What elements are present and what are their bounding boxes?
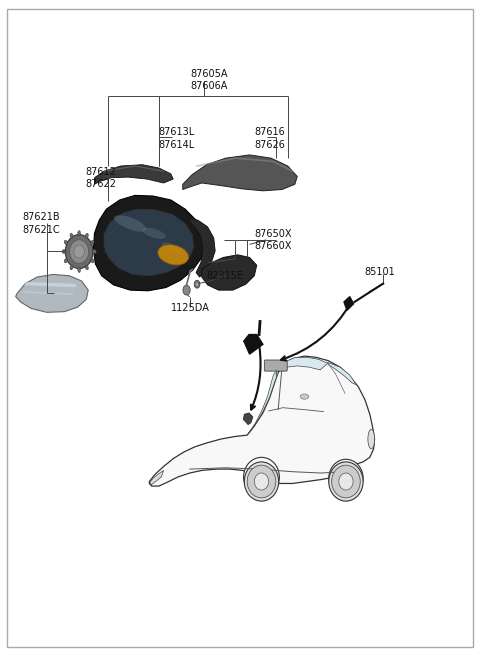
Ellipse shape [114,215,146,232]
Polygon shape [95,165,173,184]
Polygon shape [150,470,164,485]
Polygon shape [244,335,263,354]
Polygon shape [344,297,354,310]
Ellipse shape [64,258,68,263]
Text: 87621B
87621C: 87621B 87621C [23,213,60,235]
Ellipse shape [196,282,199,286]
Ellipse shape [62,250,66,253]
Ellipse shape [78,267,81,272]
Ellipse shape [91,258,94,263]
Polygon shape [94,195,204,291]
Polygon shape [104,209,194,276]
Polygon shape [16,274,88,312]
Ellipse shape [74,245,84,258]
Ellipse shape [194,280,200,288]
Ellipse shape [162,242,180,255]
Ellipse shape [85,265,88,270]
Polygon shape [248,366,282,434]
Ellipse shape [183,285,190,295]
Text: 87616
87626: 87616 87626 [254,127,285,150]
Text: 87613L
87614L: 87613L 87614L [159,127,195,150]
Ellipse shape [244,462,279,501]
Text: 87650X
87660X: 87650X 87660X [254,228,292,251]
Ellipse shape [368,429,374,449]
Ellipse shape [143,228,166,239]
Ellipse shape [254,473,269,490]
Polygon shape [328,363,357,385]
Ellipse shape [64,240,68,245]
Text: 85101: 85101 [364,268,395,277]
FancyBboxPatch shape [264,360,287,371]
Ellipse shape [332,465,360,498]
Polygon shape [190,218,215,277]
Ellipse shape [70,234,73,238]
Ellipse shape [247,465,276,498]
Ellipse shape [91,240,94,245]
Text: 82315E: 82315E [206,271,243,281]
Polygon shape [183,155,297,191]
Ellipse shape [243,457,279,497]
Ellipse shape [93,250,96,253]
Text: 87612
87622: 87612 87622 [85,167,116,189]
Polygon shape [243,413,253,424]
Ellipse shape [300,394,309,400]
Text: 87605A
87606A: 87605A 87606A [190,69,228,91]
Polygon shape [149,356,374,486]
Text: 1125DA: 1125DA [171,304,210,314]
Ellipse shape [339,473,353,490]
Ellipse shape [65,235,93,268]
Polygon shape [278,358,328,373]
Ellipse shape [70,240,89,263]
Ellipse shape [70,265,73,270]
Ellipse shape [78,231,81,236]
Ellipse shape [329,462,363,501]
Ellipse shape [329,459,363,497]
Ellipse shape [158,245,189,265]
Ellipse shape [85,234,88,238]
Polygon shape [202,255,257,290]
